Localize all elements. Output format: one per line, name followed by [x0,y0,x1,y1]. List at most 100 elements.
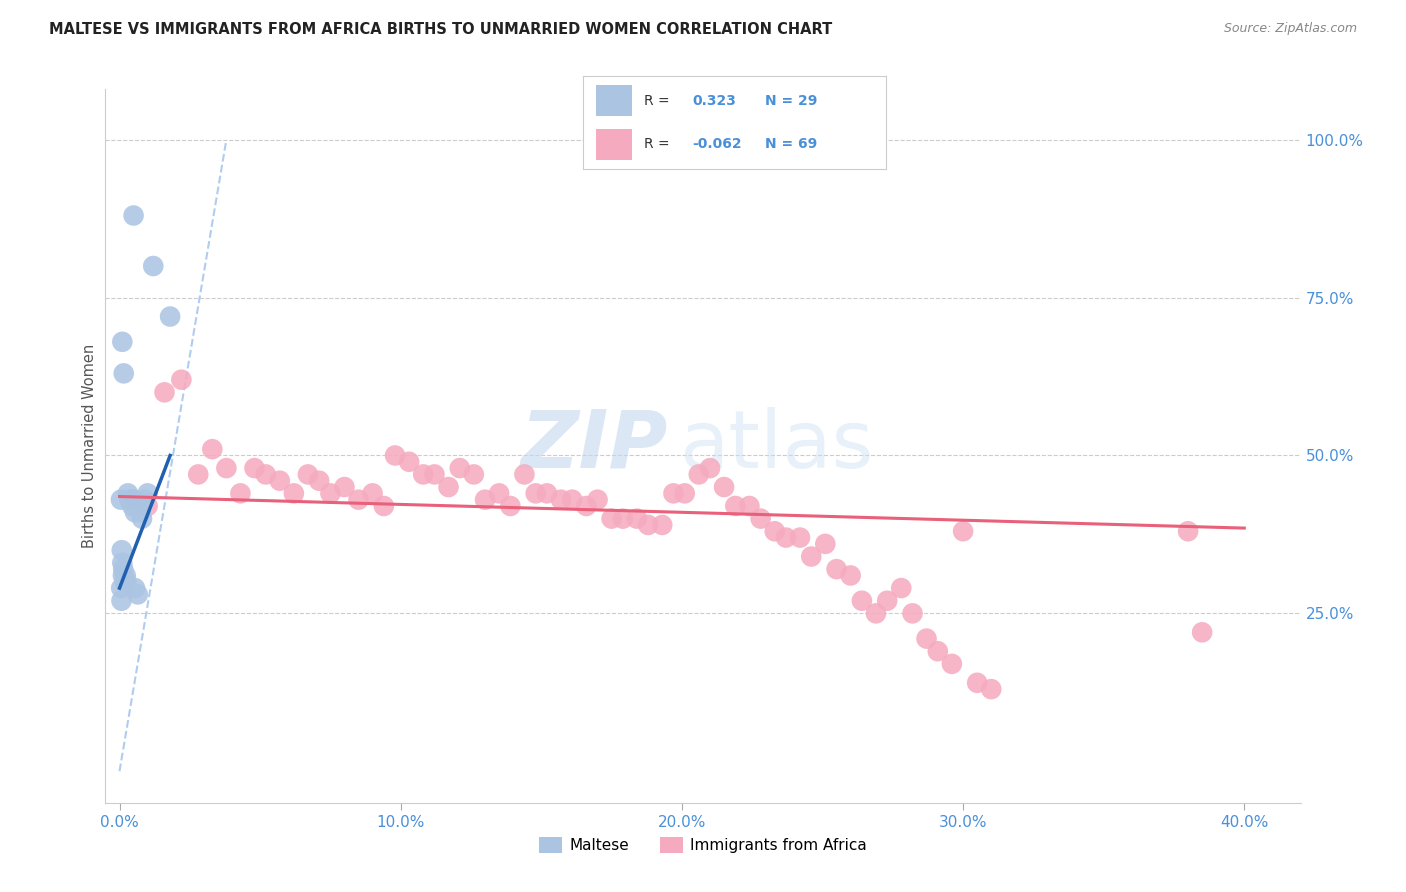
Point [118,492,141,507]
Point [136,486,159,500]
Text: N = 29: N = 29 [765,95,817,108]
Point [586,492,609,507]
Text: N = 69: N = 69 [765,137,817,151]
Point [713,480,735,494]
Point [124,505,146,519]
Point [699,461,721,475]
Point [499,499,522,513]
Point [110,492,132,507]
Point [129,505,152,519]
Point [122,492,145,507]
Point [319,486,342,500]
Point [901,607,924,621]
Point [437,480,460,494]
Point [124,581,146,595]
Point [125,499,148,513]
Point [423,467,446,482]
Point [111,556,134,570]
Point [966,675,988,690]
Y-axis label: Births to Unmarried Women: Births to Unmarried Women [82,344,97,548]
Point [561,492,583,507]
Point [612,511,634,525]
Point [117,486,139,500]
Point [111,568,134,582]
Text: Source: ZipAtlas.com: Source: ZipAtlas.com [1223,22,1357,36]
Point [488,486,510,500]
Point [122,209,145,223]
Point [114,574,136,589]
Point [637,517,659,532]
Point [110,581,132,595]
Point [825,562,848,576]
Point [159,310,181,324]
Point [789,531,811,545]
Point [513,467,536,482]
Point [651,517,673,532]
Point [851,593,873,607]
Point [1177,524,1199,539]
Point [269,474,291,488]
Point [142,259,165,273]
Text: R =: R = [644,95,669,108]
Point [814,537,837,551]
Point [136,499,159,513]
Point [110,593,132,607]
Point [463,467,485,482]
Point [361,486,384,500]
Point [297,467,319,482]
Text: atlas: atlas [679,407,873,485]
Point [122,492,145,507]
Point [724,499,747,513]
Point [536,486,558,500]
Point [111,334,134,349]
Point [121,499,143,513]
Point [550,492,572,507]
Point [749,511,772,525]
Point [876,593,898,607]
Point [449,461,471,475]
Point [153,385,176,400]
Point [201,442,224,457]
Point [229,486,252,500]
Point [524,486,547,500]
Point [308,474,330,488]
Point [775,531,797,545]
Point [980,682,1002,697]
Point [215,461,238,475]
Point [927,644,949,658]
Point [373,499,395,513]
Point [412,467,434,482]
Point [738,499,761,513]
Text: ZIP: ZIP [520,407,666,485]
Point [952,524,974,539]
Text: 0.323: 0.323 [692,95,737,108]
Point [865,607,887,621]
Point [127,587,149,601]
Point [347,492,370,507]
Point [112,562,135,576]
Point [114,568,136,582]
Point [662,486,685,500]
Point [890,581,912,595]
Point [688,467,710,482]
Point [115,574,138,589]
Point [134,492,156,507]
Point [474,492,496,507]
Point [283,486,305,500]
Point [333,480,356,494]
Text: -0.062: -0.062 [692,137,742,151]
Point [111,543,134,558]
Point [673,486,696,500]
Point [1191,625,1213,640]
Point [941,657,963,671]
Point [398,455,420,469]
Point [128,499,150,513]
Point [112,367,135,381]
Point [915,632,938,646]
Point [243,461,266,475]
Text: MALTESE VS IMMIGRANTS FROM AFRICA BIRTHS TO UNMARRIED WOMEN CORRELATION CHART: MALTESE VS IMMIGRANTS FROM AFRICA BIRTHS… [49,22,832,37]
Point [120,492,142,507]
Point [170,373,193,387]
Point [839,568,862,582]
Point [254,467,277,482]
